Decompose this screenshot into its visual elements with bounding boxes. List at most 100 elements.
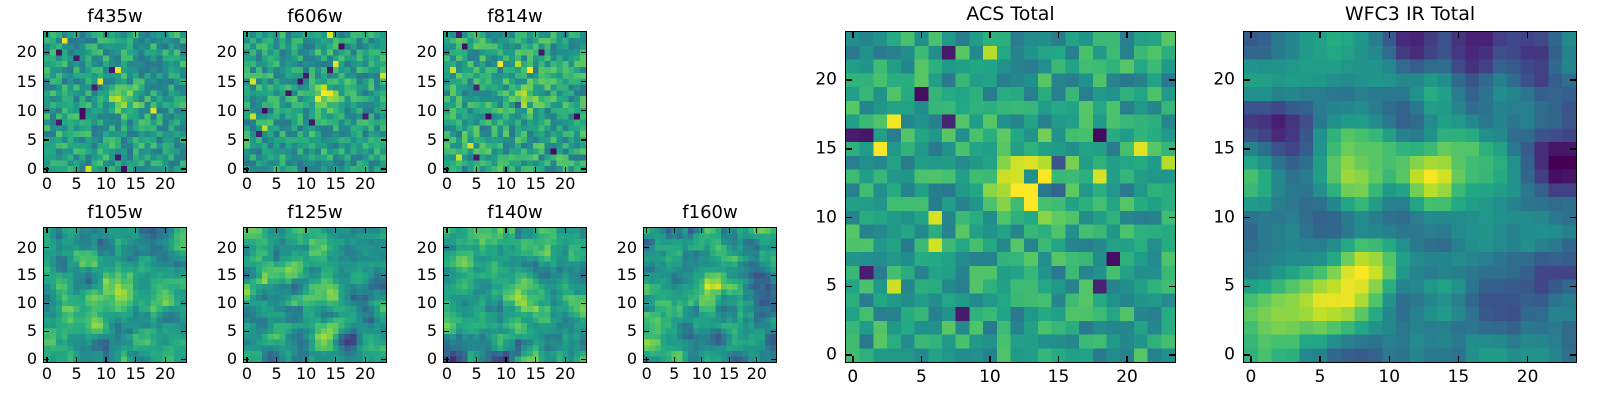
heatmap-image	[244, 32, 386, 172]
y-tick-label: 0	[826, 344, 837, 365]
y-tick-label: 10	[216, 100, 237, 120]
y-tick-label: 5	[26, 129, 37, 149]
heatmap-image	[444, 32, 586, 172]
x-tick-label: 20	[1116, 367, 1138, 387]
y-tick-label: 15	[216, 265, 237, 285]
x-tick-label: 0	[441, 174, 453, 193]
y-tick-label: 5	[626, 321, 637, 341]
x-tick-label: 10	[95, 364, 117, 383]
heatmap-image	[44, 228, 186, 362]
heatmap-image	[44, 32, 186, 172]
y-tick-label: 20	[216, 42, 237, 62]
heatmap-panel-f160w: f160w 0 5 10 15 20 0 5 10 15 20	[617, 203, 777, 382]
x-tick-label: 0	[1245, 367, 1257, 387]
y-tick-label: 20	[16, 237, 37, 257]
y-tick-label: 15	[815, 138, 837, 159]
x-tick-label: 5	[669, 364, 680, 383]
x-tick-label: 10	[295, 364, 317, 383]
x-tick-label: 0	[241, 364, 253, 383]
x-tick-label: 5	[271, 364, 282, 383]
y-tick-label: 10	[216, 293, 237, 313]
panel-title: f435w	[87, 6, 143, 28]
x-tick-label: 15	[325, 364, 346, 383]
y-tick-label: 20	[416, 237, 437, 257]
y-tick-label: 10	[16, 293, 37, 313]
heatmap-panel-f435w: f435w 0 5 10 15 20 0 5 10 15 20	[17, 7, 187, 192]
x-tick-label: 0	[41, 174, 53, 193]
y-tick-label: 20	[616, 237, 637, 257]
x-tick-label: 20	[355, 174, 376, 193]
y-tick-label: 15	[416, 71, 437, 91]
x-tick-label: 10	[95, 174, 117, 193]
x-tick-label: 15	[1447, 367, 1470, 387]
x-tick-label: 20	[555, 364, 576, 383]
x-tick-label: 5	[71, 364, 82, 383]
x-tick-label: 0	[847, 367, 859, 387]
y-tick-label: 0	[26, 159, 37, 179]
heatmap-panel-f105w: f105w 0 5 10 15 20 0 5 10 15 20	[17, 203, 187, 382]
x-tick-label: 20	[555, 174, 576, 193]
y-tick-label: 0	[426, 159, 437, 179]
x-tick-label: 15	[525, 174, 546, 193]
heatmap-panel-f140w: f140w 0 5 10 15 20 0 5 10 15 20	[417, 203, 587, 382]
y-tick-label: 5	[226, 129, 237, 149]
x-tick-label: 5	[915, 367, 927, 387]
y-tick-label: 0	[426, 349, 437, 369]
panel-title: f160w	[682, 202, 738, 224]
x-tick-label: 0	[641, 364, 652, 383]
x-tick-label: 15	[125, 174, 146, 193]
x-tick-label: 15	[525, 364, 546, 383]
panel-title: f140w	[487, 202, 543, 224]
x-tick-label: 20	[155, 174, 176, 193]
x-tick-label: 15	[125, 364, 146, 383]
y-tick-label: 15	[416, 265, 437, 285]
x-tick-label: 5	[471, 364, 482, 383]
panel-title: ACS Total	[966, 3, 1055, 26]
heatmap-panel-wfc3-ir-total: WFC3 IR Total 0 5 10 15 20 0 5 10 15 20	[1213, 3, 1577, 386]
x-tick-label: 0	[41, 364, 53, 383]
y-tick-label: 10	[616, 293, 637, 313]
x-tick-label: 20	[746, 364, 767, 383]
x-tick-label: 0	[241, 174, 253, 193]
y-tick-label: 5	[826, 275, 837, 296]
y-tick-label: 20	[1213, 69, 1235, 90]
y-tick-label: 5	[426, 321, 437, 341]
heatmap-image	[1244, 32, 1576, 362]
x-tick-label: 5	[71, 174, 82, 193]
x-tick-label: 0	[441, 364, 453, 383]
heatmap-panel-acs-total: ACS Total 0 5 10 15 20 0 5 10 15 20	[815, 3, 1176, 386]
y-tick-label: 5	[26, 321, 37, 341]
y-tick-label: 15	[16, 265, 37, 285]
heatmap-image	[846, 32, 1175, 362]
y-tick-label: 15	[616, 265, 637, 285]
panel-title: f606w	[287, 6, 343, 28]
x-tick-label: 10	[495, 174, 517, 193]
heatmap-panel-f814w: f814w 0 5 10 15 20 0 5 10 15 20	[417, 7, 587, 192]
y-tick-label: 0	[226, 349, 237, 369]
y-tick-label: 5	[1224, 275, 1235, 296]
x-tick-label: 20	[355, 364, 376, 383]
y-tick-label: 20	[815, 69, 837, 90]
y-tick-label: 5	[226, 321, 237, 341]
y-tick-label: 15	[216, 71, 237, 91]
heatmap-panel-f606w: f606w 0 5 10 15 20 0 5 10 15 20	[217, 7, 387, 192]
panel-title: f814w	[487, 6, 543, 28]
x-tick-label: 5	[471, 174, 482, 193]
y-tick-label: 10	[16, 100, 37, 120]
x-tick-label: 5	[1314, 367, 1326, 387]
x-tick-label: 10	[1378, 367, 1401, 387]
panel-title: f105w	[87, 202, 143, 224]
heatmap-image	[244, 228, 386, 362]
panel-title: WFC3 IR Total	[1344, 3, 1476, 26]
panel-title: f125w	[287, 202, 343, 224]
y-tick-label: 0	[1224, 344, 1235, 365]
x-tick-label: 5	[271, 174, 282, 193]
y-tick-label: 20	[416, 42, 437, 62]
y-tick-label: 10	[416, 293, 437, 313]
x-tick-label: 20	[155, 364, 176, 383]
heatmap-panel-f125w: f125w 0 5 10 15 20 0 5 10 15 20	[217, 203, 387, 382]
x-tick-label: 15	[325, 174, 346, 193]
x-tick-label: 15	[719, 364, 740, 383]
y-tick-label: 15	[16, 71, 37, 91]
